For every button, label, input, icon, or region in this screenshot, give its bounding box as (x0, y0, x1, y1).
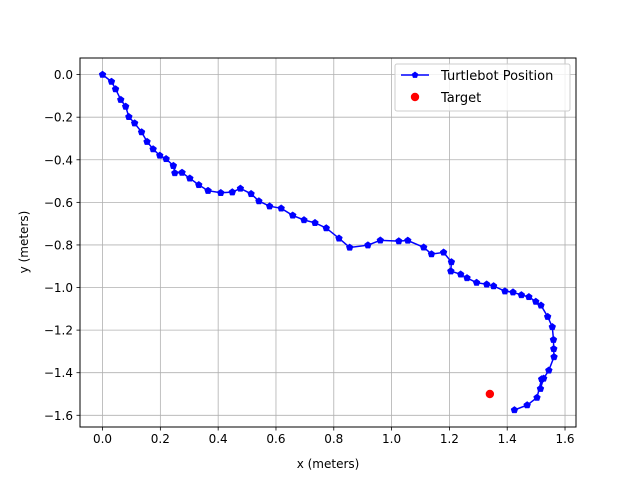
position-marker (130, 119, 139, 127)
position-marker (447, 267, 455, 275)
position-marker (217, 188, 225, 196)
position-marker (509, 288, 517, 296)
position-marker (255, 197, 263, 205)
x-tick-label: 1.2 (440, 432, 459, 446)
position-marker (533, 393, 541, 401)
position-marker (395, 237, 403, 245)
position-marker (427, 250, 436, 258)
y-tick-label: −0.6 (44, 196, 73, 210)
legend-target-marker (410, 92, 420, 102)
position-marker (376, 236, 384, 244)
y-tick-label: −1.4 (44, 366, 73, 380)
x-tick-label: 0.4 (209, 432, 228, 446)
position-marker (447, 258, 456, 266)
position-marker (169, 161, 178, 169)
position-marker (149, 145, 157, 153)
position-marker (483, 280, 491, 288)
legend-pentagon-marker (411, 71, 419, 78)
position-marker (346, 243, 354, 251)
legend: Turtlebot Position Target (394, 63, 571, 112)
position-marker (532, 297, 540, 305)
y-tick-label: −0.8 (44, 238, 73, 252)
x-tick-label: 1.4 (498, 432, 517, 446)
position-marker (195, 180, 203, 189)
position-marker (98, 70, 107, 78)
position-marker (537, 301, 545, 309)
position-marker (549, 335, 558, 343)
tick-layer: 0.0 0.2 0.4 0.6 0.8 1.0 1.2 1.4 1.6 0.0 −0.2 −0.4 −0… (44, 68, 575, 446)
position-marker (125, 112, 133, 120)
position-marker (186, 174, 194, 182)
x-axis-label: x (meters) (297, 457, 360, 471)
position-marker (536, 384, 545, 392)
position-marker (537, 375, 546, 383)
y-tick-label: −0.4 (44, 153, 73, 167)
x-tick-label: 0.6 (266, 432, 285, 446)
position-marker (265, 202, 274, 210)
position-marker (156, 151, 164, 159)
target-point (485, 389, 495, 399)
position-marker (178, 168, 186, 176)
position-marker (517, 291, 526, 299)
position-marker (247, 189, 255, 198)
series-layer (98, 70, 558, 414)
position-marker (489, 282, 498, 290)
x-tick-label: 0.8 (324, 432, 343, 446)
y-axis-label: y (meters) (17, 211, 31, 274)
x-tick-label: 1.0 (382, 432, 401, 446)
position-marker (543, 312, 552, 320)
position-marker (456, 270, 465, 278)
position-marker (525, 292, 533, 301)
y-tick-label: −1.2 (44, 324, 73, 338)
position-marker (463, 274, 471, 282)
position-marker (501, 287, 509, 295)
position-marker (143, 137, 151, 145)
x-tick-label: 0.2 (151, 432, 170, 446)
plot-area-frame (79, 57, 577, 428)
legend-label-target: Target (440, 91, 481, 106)
y-tick-label: −1.6 (44, 409, 73, 423)
position-marker (311, 218, 319, 226)
x-tick-label: 1.6 (555, 432, 574, 446)
position-marker (322, 224, 330, 232)
y-tick-label: −0.2 (44, 111, 73, 125)
position-marker (548, 322, 556, 331)
position-marker (300, 216, 308, 224)
position-marker (419, 243, 428, 251)
position-marker (364, 241, 372, 249)
position-marker (439, 248, 448, 256)
position-marker (117, 95, 125, 103)
position-marker (228, 188, 237, 196)
position-marker (236, 184, 245, 192)
position-marker (107, 77, 116, 85)
position-marker (162, 154, 170, 163)
position-marker (121, 102, 130, 110)
position-marker (404, 236, 412, 244)
y-tick-label: 0.0 (54, 68, 73, 82)
position-marker (523, 401, 531, 409)
position-marker (111, 85, 120, 93)
position-marker (171, 169, 179, 177)
position-marker (472, 278, 481, 286)
x-tick-label: 0.0 (93, 432, 112, 446)
position-marker (137, 128, 146, 136)
position-marker (550, 344, 558, 353)
position-marker (550, 352, 558, 361)
position-marker (277, 204, 285, 212)
position-marker (289, 211, 297, 219)
y-tick-label: −1.0 (44, 281, 73, 295)
legend-frame (394, 63, 571, 112)
position-marker (335, 234, 343, 242)
position-marker (545, 366, 553, 374)
legend-label-position: Turtlebot Position (440, 69, 553, 84)
position-marker (204, 186, 212, 194)
position-marker (510, 406, 519, 414)
